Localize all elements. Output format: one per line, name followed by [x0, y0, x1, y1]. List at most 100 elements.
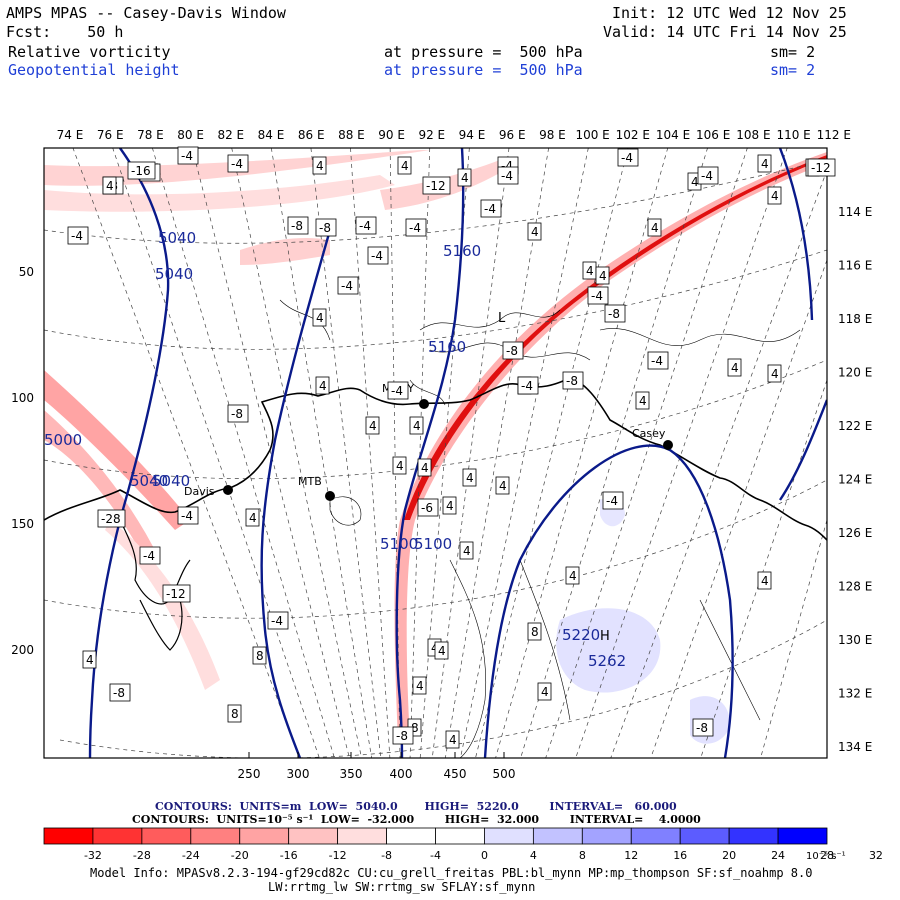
colorbar-swatch: [630, 827, 681, 845]
pressure-center-label: L: [498, 311, 506, 326]
lon-label-top: 90 E: [378, 128, 405, 142]
valid-time: Valid: 14 UTC Fri 14 Nov 25: [603, 23, 847, 41]
vorticity-label-box: [227, 704, 242, 723]
vorticity-contour-label: 4: [396, 459, 404, 473]
colorbar-swatch: [679, 827, 730, 845]
vorticity-label-box: [697, 166, 719, 185]
vorticity-label-box: [527, 222, 542, 241]
vorticity-label-box: [517, 376, 539, 395]
colorbar-swatch: [239, 827, 290, 845]
y-tick-label: 50: [19, 265, 34, 279]
vorticity-contour-label: 4: [771, 189, 779, 203]
vorticity-label-box: [139, 546, 161, 565]
contours-height-info: CONTOURS: UNITS=m LOW= 5040.0 HIGH= 5220…: [155, 800, 677, 813]
vorticity-contour-label: -8: [696, 721, 708, 735]
lon-label-right: 126 E: [838, 526, 872, 540]
vorticity-label-box: [252, 646, 267, 665]
lon-label-top: 112 E: [817, 128, 851, 142]
init-time: Init: 12 UTC Wed 12 Nov 25: [612, 4, 847, 22]
vorticity-label-box: [355, 216, 377, 235]
height-contour-label: 5262: [588, 652, 626, 670]
colorbar-tick-label: 28: [820, 849, 834, 862]
vorticity-contour-label: 4: [466, 471, 474, 485]
forecast-hour: Fcst: 50 h: [6, 23, 124, 41]
field1-name: Relative vorticity: [8, 43, 171, 61]
vorticity-contour-label: 4: [449, 733, 457, 747]
lon-label-right: 130 E: [838, 633, 872, 647]
vorticity-label-box: [422, 176, 451, 195]
vorticity-label-box: [767, 186, 782, 205]
vorticity-contour-label: -4: [501, 169, 513, 183]
vorticity-label-box: [537, 682, 552, 701]
vorticity-label-box: [227, 154, 249, 173]
colorbar-tick-label: -16: [280, 849, 298, 862]
lon-label-right: 134 E: [838, 740, 872, 754]
vorticity-contour-label: -4: [143, 549, 155, 563]
vorticity-contour-label: 4: [569, 569, 577, 583]
vorticity-contour-label: 8: [411, 721, 419, 735]
vorticity-label-box: [647, 351, 669, 370]
vorticity-label-box: [617, 148, 639, 167]
colorbar-swatch: [435, 827, 485, 845]
height-contour-label: 5040: [130, 472, 168, 490]
lon-label-right: 132 E: [838, 687, 872, 701]
lon-label-top: 82 E: [217, 128, 244, 142]
vorticity-label-box: [227, 404, 249, 423]
vorticity-label-box: [442, 496, 457, 515]
vorticity-contour-label: -8: [506, 344, 518, 358]
lon-label-top: 96 E: [499, 128, 526, 142]
x-tick-label: 450: [444, 767, 467, 781]
vorticity-contour-label: -4: [701, 169, 713, 183]
vorticity-label-box: [312, 156, 327, 175]
vorticity-label-box: [495, 476, 510, 495]
vorticity-contour-label: -4: [591, 289, 603, 303]
vorticity-label-box: [727, 358, 742, 377]
vorticity-label-box: [387, 381, 409, 400]
pressure-center-label: H: [600, 629, 610, 644]
vorticity-label-box: [67, 226, 89, 245]
vorticity-contour-label: -4: [271, 614, 283, 628]
colorbar-tick-label: 8: [579, 849, 586, 862]
vorticity-contour-label: -8: [231, 407, 243, 421]
vorticity-label-box: [365, 416, 380, 435]
vorticity-label-box: [587, 286, 609, 305]
vorticity-contour-label: 4: [599, 269, 607, 283]
vorticity-label-box: [337, 276, 359, 295]
height-contour-label: 5040: [158, 229, 196, 247]
map-plot: 74 E 76 E 78 E 80 E 82 E 84 E 86 E 88 E 90 E 92 E…: [11, 128, 872, 781]
lon-label-top: 98 E: [539, 128, 566, 142]
vorticity-label-box: [315, 376, 330, 395]
vorticity-contour-label: 4: [691, 175, 699, 189]
lon-label-top: 108 E: [736, 128, 770, 142]
vorticity-label-box: [602, 491, 624, 510]
colorbar-tick-label: -20: [231, 849, 249, 862]
vorticity-contour-label: -4: [651, 354, 663, 368]
vorticity-contour-label: -4: [521, 379, 533, 393]
lon-label-right: 128 E: [838, 580, 872, 594]
vorticity-label-box: [177, 506, 199, 525]
colorbar-swatch: [92, 827, 143, 845]
vorticity-contour-label: 4: [413, 419, 421, 433]
lon-label-top: 76 E: [97, 128, 124, 142]
vorticity-contour-label: -4: [341, 279, 353, 293]
vorticity-label-box: [162, 584, 191, 603]
vorticity-contour-label: -4: [606, 494, 618, 508]
colorbar-tick-label: 32: [869, 849, 883, 862]
height-contour-label: 5040: [155, 265, 193, 283]
height-contour-label: 5220: [562, 626, 600, 644]
vorticity-label-box: [497, 166, 519, 185]
vorticity-label-box: [315, 218, 337, 237]
vorticity-label-box: [312, 308, 327, 327]
vorticity-contour-label: 4: [651, 221, 659, 235]
field1-level: at pressure = 500 hPa: [384, 43, 583, 61]
x-tick-label: 400: [390, 767, 413, 781]
colorbar-swatch: [141, 827, 192, 845]
vorticity-contour-label: 4: [639, 394, 647, 408]
y-tick-label: 100: [11, 391, 34, 405]
vorticity-contour-label: -4: [391, 384, 403, 398]
vorticity-label-box: [562, 371, 584, 390]
vorticity-contour-label: 4: [531, 225, 539, 239]
colorbar-swatch: [484, 827, 534, 845]
station-label: Casey: [632, 427, 666, 440]
vorticity-contour-label: -28: [101, 512, 121, 526]
